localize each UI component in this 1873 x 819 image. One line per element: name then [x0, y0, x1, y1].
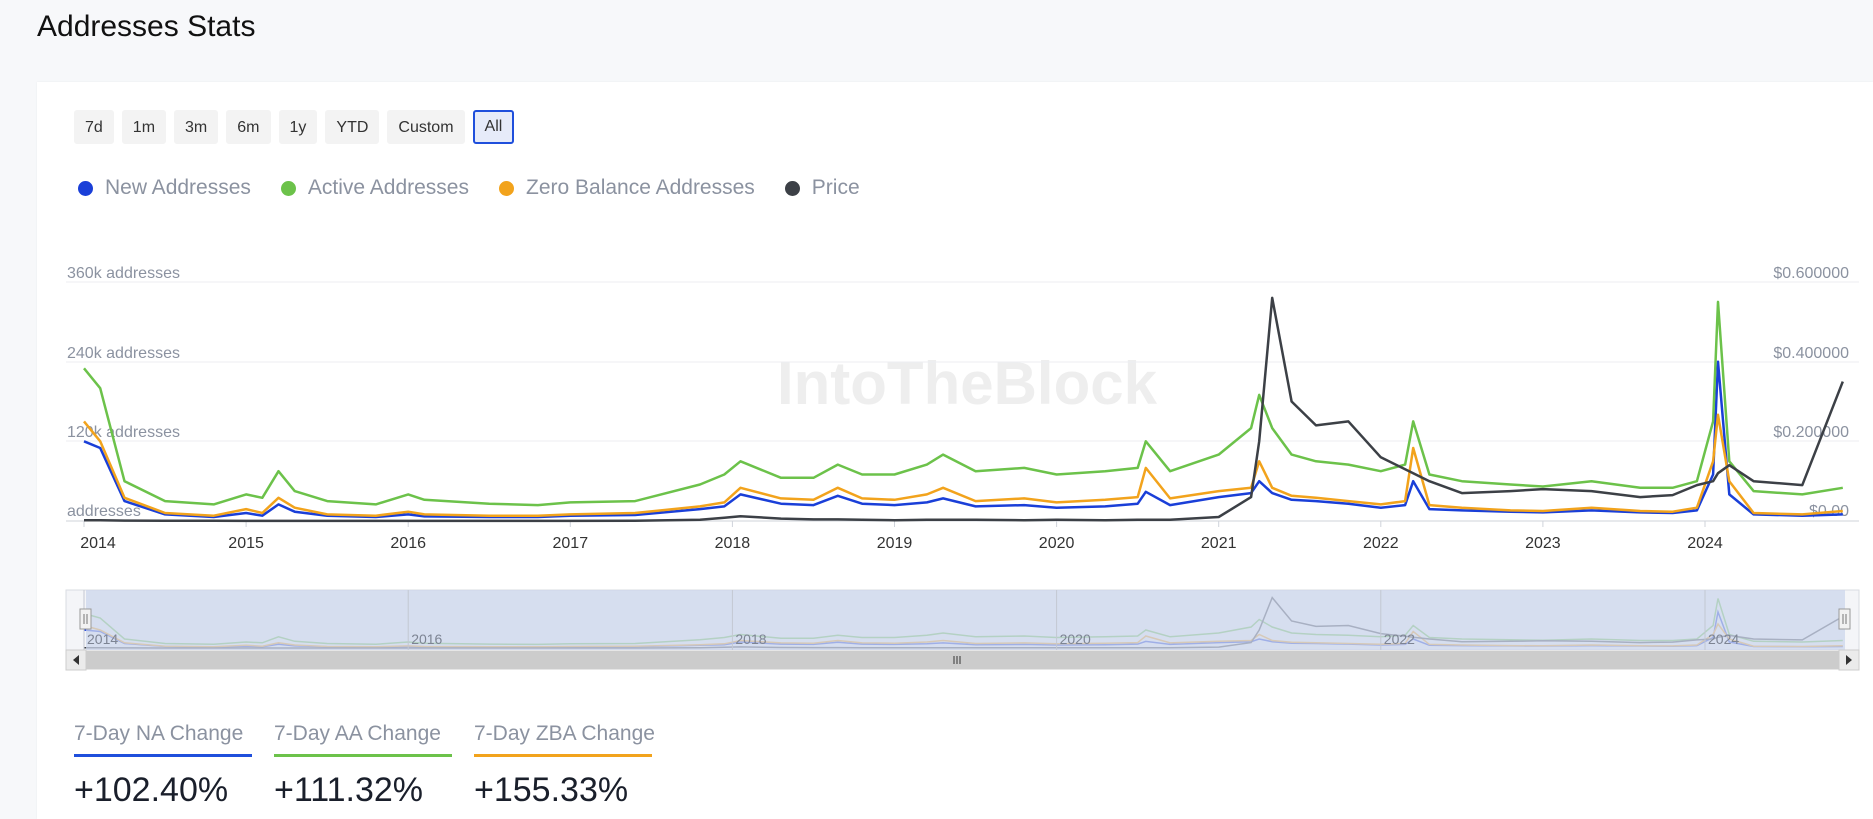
navigator-right-handle[interactable] [1838, 608, 1851, 630]
x-tick-label: 2017 [553, 535, 589, 552]
navigator-selection[interactable] [86, 590, 1845, 650]
legend-new-addresses[interactable]: New Addresses [78, 176, 251, 200]
x-tick-label: 2014 [80, 535, 116, 552]
x-tick-label: 2016 [390, 535, 426, 552]
y-left-tick: 240k addresses [67, 345, 180, 362]
range-1m-button[interactable]: 1m [121, 110, 167, 144]
legend-label: Active Addresses [307, 176, 469, 199]
series-layer [83, 296, 1844, 523]
range-selector: 7d 1m 3m 6m 1y YTD Custom All [74, 110, 515, 144]
series-line-price [84, 296, 1844, 523]
price-dot-icon [784, 180, 800, 196]
stat-value: +155.33% [474, 771, 629, 809]
x-tick-label: 2015 [228, 535, 264, 552]
scrollbar-thumb[interactable] [86, 651, 1845, 669]
stat-value: +111.32% [274, 771, 424, 809]
navigator-axis: 2014 2016 2018 2020 2022 2024 [83, 590, 1739, 650]
legend-label: Price [811, 176, 860, 199]
stat-na-change: 7-Day NA Change +102.40% [74, 722, 252, 810]
x-tick-label: 2020 [1039, 535, 1075, 552]
series-line-new-addresses [83, 360, 1843, 519]
legend-zero-balance-addresses[interactable]: Zero Balance Addresses [499, 176, 755, 200]
scroll-left-arrow-icon [73, 655, 79, 665]
y-right-tick: $0.200000 [1773, 424, 1849, 441]
y-right-tick: $0.600000 [1773, 265, 1849, 282]
legend-label: Zero Balance Addresses [526, 176, 755, 199]
x-axis: 2014 2015 2016 2017 2018 2019 2020 2021 2022 2023… [80, 521, 1723, 552]
chart-area: IntoTheBlock 360k addresses 240k address… [65, 265, 1860, 671]
stat-value: +102.40% [74, 771, 229, 809]
x-tick-label: 2021 [1201, 535, 1237, 552]
y-left-tick: 360k addresses [67, 265, 180, 282]
chart-card: 7d 1m 3m 6m 1y YTD Custom All New Addres… [37, 82, 1873, 819]
x-tick-label: 2024 [1687, 535, 1723, 552]
legend-active-addresses[interactable]: Active Addresses [280, 176, 469, 200]
new-addresses-dot-icon [78, 180, 93, 196]
zero-balance-dot-icon [499, 180, 514, 196]
stat-zba-change: 7-Day ZBA Change +155.33% [474, 722, 655, 810]
range-ytd-button[interactable]: YTD [325, 110, 380, 144]
stat-label: 7-Day AA Change [274, 722, 452, 757]
stats-row: 7-Day NA Change +102.40% 7-Day AA Change… [74, 722, 655, 810]
navigator-tick-label: 2022 [1384, 631, 1415, 647]
stat-label: 7-Day ZBA Change [474, 722, 655, 757]
active-addresses-dot-icon [280, 180, 296, 196]
chart-legend: New Addresses Active Addresses Zero Bala… [78, 176, 860, 200]
range-3m-button[interactable]: 3m [174, 110, 219, 144]
x-tick-label: 2019 [877, 535, 913, 552]
range-custom-button[interactable]: Custom [387, 110, 465, 144]
navigator-left-handle[interactable] [79, 608, 92, 630]
x-tick-label: 2023 [1525, 535, 1561, 552]
range-1y-button[interactable]: 1y [278, 110, 318, 144]
navigator-tick-label: 2014 [87, 631, 118, 647]
y-left-tick: 120k addresses [67, 424, 180, 441]
navigator-tick-label: 2016 [411, 631, 442, 647]
scroll-right-arrow-icon [1846, 655, 1852, 665]
navigator-tick-label: 2024 [1708, 631, 1739, 647]
navigator-tick-label: 2018 [735, 631, 766, 647]
stat-aa-change: 7-Day AA Change +111.32% [274, 722, 452, 810]
series-line-active-addresses [83, 300, 1844, 507]
x-tick-label: 2022 [1363, 535, 1399, 552]
stat-label: 7-Day NA Change [74, 722, 252, 757]
legend-price[interactable]: Price [784, 176, 860, 200]
navigator-tick-label: 2020 [1060, 631, 1091, 647]
y-left-tick: addresses [67, 503, 141, 520]
watermark-logo: IntoTheBlock [777, 350, 1158, 417]
series-line-zero-balance-addresses [83, 413, 1843, 517]
page-title: Addresses Stats [37, 10, 256, 43]
range-7d-button[interactable]: 7d [74, 110, 114, 144]
y-right-tick: $0.400000 [1773, 345, 1849, 362]
range-6m-button[interactable]: 6m [226, 110, 271, 144]
x-tick-label: 2018 [715, 535, 751, 552]
range-all-button[interactable]: All [472, 110, 515, 144]
legend-label: New Addresses [105, 176, 251, 199]
